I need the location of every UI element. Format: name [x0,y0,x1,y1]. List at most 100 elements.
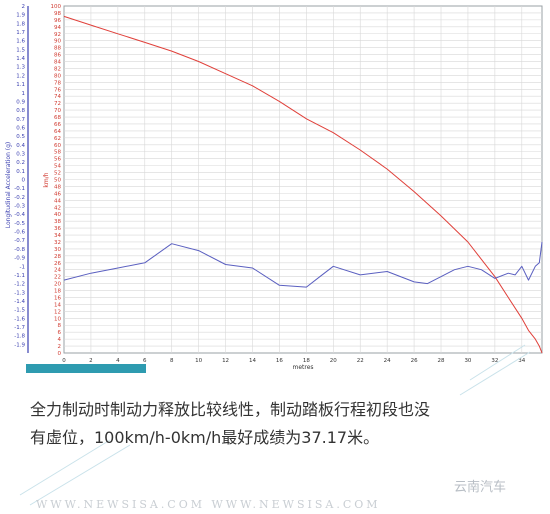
speed-tick-label: 18 [54,289,61,295]
accel-tick-label: -0.4 [14,212,25,218]
accel-tick-label: 1.8 [16,21,25,27]
accel-tick-label: -0.8 [14,247,25,253]
speed-tick-label: 48 [54,184,61,190]
speed-tick-label: 4 [58,337,62,343]
speed-tick-label: 88 [54,46,61,52]
accel-tick-label: -0.5 [14,221,25,227]
accel-tick-label: -1.1 [14,273,25,279]
accel-tick-label: 1.9 [16,13,25,19]
x-tick-label: 34 [518,358,525,364]
accel-tick-label: -1 [20,264,25,270]
x-tick-label: 26 [411,358,418,364]
speed-tick-label: 14 [54,302,61,308]
accel-tick-label: 1.4 [16,56,25,62]
accel-tick-label: 0.1 [16,169,25,175]
accel-tick-label: 0.2 [16,160,25,166]
accel-tick-label: -0.6 [14,230,25,236]
speed-tick-label: 90 [54,39,61,45]
speed-tick-label: 94 [54,25,61,31]
speed-tick-label: 84 [54,60,61,66]
accel-tick-label: 1 [22,91,26,97]
accel-tick-label: -1.2 [14,282,25,288]
speed-tick-label: 78 [54,80,61,86]
caption-line-2: 有虚位，100km/h-0km/h最好成绩为37.17米。 [30,428,380,447]
accel-tick-label: 0.4 [16,143,25,149]
accel-tick-label: -1.8 [14,334,25,340]
speed-tick-label: 0 [58,351,62,357]
speed-tick-label: 72 [54,101,61,107]
accel-tick-label: 1.3 [16,65,25,71]
accel-tick-label: -1.3 [14,290,25,296]
speed-tick-label: 68 [54,115,61,121]
speed-tick-label: 30 [54,247,61,253]
x-tick-label: 10 [195,358,202,364]
accel-tick-label: 0.6 [16,125,25,131]
speed-tick-label: 60 [54,143,61,149]
x-tick-label: 30 [464,358,471,364]
braking-chart: 2 1.9 1.8 1.7 1.6 1.5 1.4 1.3 1.2 1.1 1 0.9 0.8 0.7 0.… [5,4,543,371]
accel-tick-label: 0.9 [16,99,25,105]
speed-tick-label: 76 [54,87,61,93]
accel-tick-label: 1.5 [16,47,25,53]
speed-tick-label: 20 [54,282,61,288]
deco-line-left-2 [29,444,131,506]
accel-tick-label: 0 [22,178,26,184]
accel-tick-label: -1.4 [14,299,25,305]
speed-tick-label: 8 [58,323,62,329]
speed-tick-label: 80 [54,73,61,79]
speed-tick-label: 6 [58,330,62,336]
x-tick-label: 0 [62,358,66,364]
accel-tick-label: 0.5 [16,134,25,140]
accel-tick-label: -1.6 [14,316,25,322]
x-tick-label: 6 [143,358,147,364]
speed-tick-label: 2 [58,344,62,350]
x-tick-label: 22 [357,358,364,364]
speed-tick-label: 74 [54,94,61,100]
speed-tick-label: 70 [54,108,61,114]
speed-tick-label: 50 [54,178,61,184]
series-group [63,15,543,354]
left-axis: 2 1.9 1.8 1.7 1.6 1.5 1.4 1.3 1.2 1.1 1 0.9 0.8 0.7 0.… [14,4,29,353]
accel-tick-label: 1.6 [16,39,25,45]
left-axis-label: Longitudinal Acceleration (g) [5,142,12,229]
speed-tick-label: 28 [54,254,61,260]
accent-bar [26,364,146,373]
speed-tick-label: 24 [54,268,61,274]
x-tick-label: 12 [222,358,229,364]
accel-tick-label: -0.2 [14,195,25,201]
speed-tick-label: 66 [54,122,61,128]
acceleration-series-line [63,241,543,288]
accel-tick-label: 0.7 [16,117,25,123]
accel-tick-label: -1.5 [14,308,25,314]
speed-axis-label: km/h [43,172,50,187]
speed-tick-label: 44 [54,198,61,204]
x-tick-label: 20 [330,358,337,364]
x-tick-label: 8 [170,358,174,364]
speed-tick-label: 98 [54,11,61,17]
speed-tick-label: 96 [54,18,61,24]
speed-tick-label: 36 [54,226,61,232]
speed-tick-label: 26 [54,261,61,267]
speed-tick-label: 34 [54,233,61,239]
accel-tick-label: 1.7 [16,30,25,36]
accel-tick-label: 1.2 [16,73,25,79]
x-tick-label: 14 [249,358,256,364]
caption-line-1: 全力制动时制动力释放比较线性，制动踏板行程初段也没 [30,400,431,419]
speed-tick-label: 22 [54,275,61,281]
accel-tick-label: 0.3 [16,151,25,157]
speed-tick-label: 100 [51,4,62,10]
x-tick-label: 2 [89,358,93,364]
accel-tick-label: -0.7 [14,238,25,244]
speed-tick-label: 82 [54,66,61,72]
speed-tick-label: 42 [54,205,61,211]
speed-tick-label: 16 [54,295,61,301]
x-tick-label: 4 [116,358,120,364]
x-tick-label: 16 [276,358,283,364]
speed-tick-label: 52 [54,171,61,177]
right-axis: 1009896949290888684828078767472706866646… [51,4,62,357]
x-axis-label: metres [292,364,313,371]
speed-tick-label: 62 [54,136,61,142]
grid [64,6,542,353]
speed-tick-label: 46 [54,191,61,197]
speed-tick-label: 54 [54,164,61,170]
